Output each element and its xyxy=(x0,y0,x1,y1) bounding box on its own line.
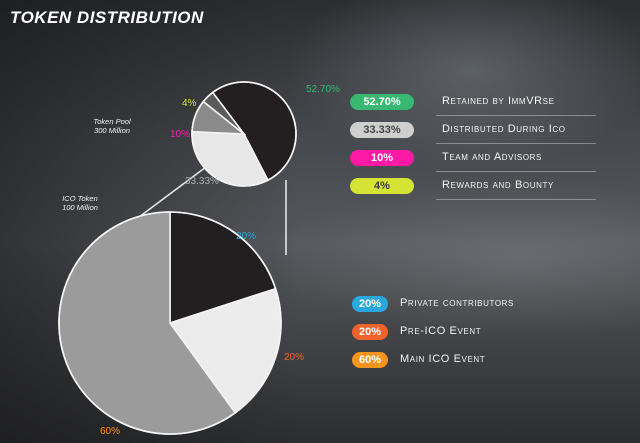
ico-pie-rim xyxy=(58,211,282,435)
pool-legend-label: Team and Advisors xyxy=(442,151,542,163)
ico-pct-label-private-contributors: 20% xyxy=(236,231,256,242)
token-pool-pie: 52.70% 33.33% 10% 4% xyxy=(170,81,340,187)
pool-pct-label-rewards-and-bounty: 4% xyxy=(182,98,197,109)
pool-legend-pill: 52.70% xyxy=(350,94,414,110)
ico-legend-pill: 60% xyxy=(352,352,388,368)
pool-legend-divider xyxy=(436,115,596,116)
pool-legend-label: Rewards and Bounty xyxy=(442,179,554,191)
pool-legend-divider xyxy=(436,171,596,172)
page-title: TOKEN DISTRIBUTION xyxy=(10,8,204,27)
pool-legend-label: Retained by ImmVRse xyxy=(442,95,555,107)
ico-note-title: ICO Token xyxy=(62,194,98,203)
ico-token-pie: 20% 20% 60% xyxy=(58,211,304,437)
ico-token-note: ICO Token 100 Million xyxy=(62,194,98,212)
pool-legend-pill: 33.33% xyxy=(350,122,414,138)
pool-legend-pill: 10% xyxy=(350,150,414,166)
ico-legend-pill: 20% xyxy=(352,296,388,312)
ico-legend-label: Main ICO Event xyxy=(400,353,486,365)
pool-pct-label-retained-by-immvrse: 52.70% xyxy=(306,84,340,95)
pool-pie-rim xyxy=(191,81,297,187)
pool-pct-label-team-and-advisors: 10% xyxy=(170,129,190,140)
token-pool-note: Token Pool 300 Million xyxy=(93,117,131,135)
ico-legend-pill: 20% xyxy=(352,324,388,340)
ico-legend-label: Pre-ICO Event xyxy=(400,325,482,337)
ico-legend-label: Private contributors xyxy=(400,297,514,309)
pool-note-title: Token Pool xyxy=(93,117,131,126)
ico-pct-label-pre-ico-event: 20% xyxy=(284,352,304,363)
pool-pct-label-distributed-during-ico: 33.33% xyxy=(185,176,219,187)
pool-legend-divider xyxy=(436,199,596,200)
pool-legend-divider xyxy=(436,143,596,144)
pool-legend-pill: 4% xyxy=(350,178,414,194)
pool-note-amount: 300 Million xyxy=(94,126,130,135)
ico-note-amount: 100 Million xyxy=(62,203,98,212)
pool-legend-label: Distributed During Ico xyxy=(442,123,566,135)
ico-pct-label-main-ico-event: 60% xyxy=(100,426,120,437)
